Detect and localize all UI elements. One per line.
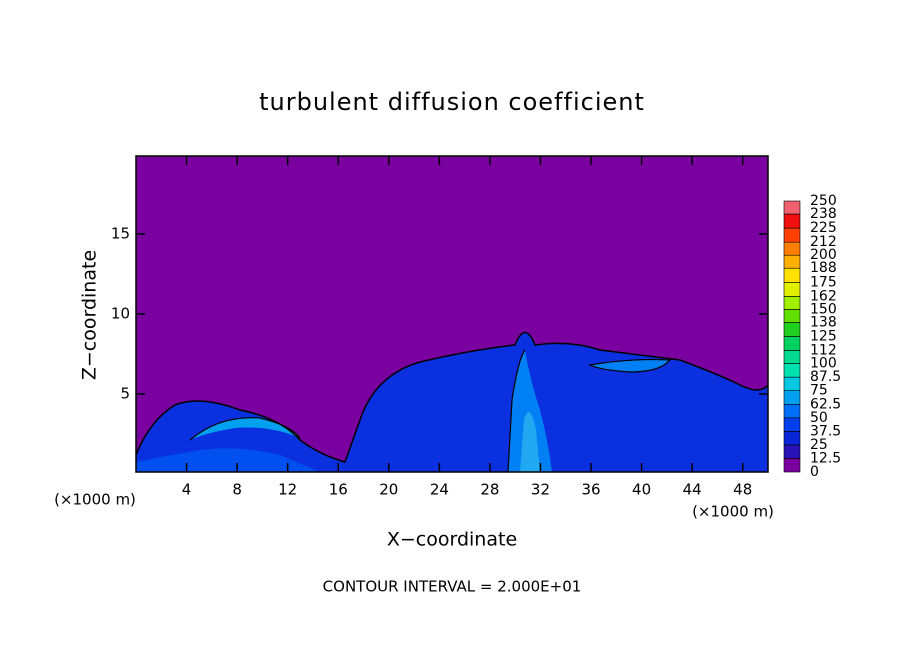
colorbar-band <box>783 403 801 419</box>
field-region <box>520 412 540 472</box>
colorbar-label: 100 <box>810 356 837 372</box>
colorbar-label: 212 <box>810 234 837 250</box>
colorbar-band <box>783 296 801 310</box>
colorbar-label: 50 <box>810 410 828 426</box>
x-tick-label: 20 <box>379 481 398 499</box>
colorbar-label: 175 <box>810 274 837 290</box>
colorbar-band <box>783 241 801 256</box>
colorbar-band <box>783 254 801 269</box>
contour-line <box>507 349 526 473</box>
colorbar-band <box>783 200 801 215</box>
x-tick-label: 36 <box>581 481 600 499</box>
colorbar-band <box>783 350 801 364</box>
colorbar-band <box>783 417 801 432</box>
x-tick-label: 8 <box>232 481 242 499</box>
y-unit-label: (×1000 m) <box>54 491 136 509</box>
x-axis-label: X−coordinate <box>387 529 517 551</box>
y-axis-label: Z−coordinate <box>79 250 101 380</box>
footer-note: CONTOUR INTERVAL = 2.000E+01 <box>323 578 582 596</box>
x-tick-label: 48 <box>733 481 752 499</box>
x-tick-label: 40 <box>632 481 651 499</box>
colorbar-band <box>783 336 801 351</box>
colorbar-band <box>783 431 801 446</box>
colorbar-band <box>783 267 801 283</box>
x-tick-label: 28 <box>480 481 499 499</box>
colorbar-label: 200 <box>810 247 837 263</box>
colorbar-label: 75 <box>810 383 828 399</box>
colorbar-label: 62.5 <box>810 396 841 412</box>
colorbar-label: 225 <box>810 220 837 236</box>
contour-line <box>135 400 361 463</box>
colorbar-label: 250 <box>810 193 837 209</box>
colorbar-label: 150 <box>810 301 837 317</box>
contour-line <box>189 417 301 441</box>
colorbar-band <box>783 444 801 459</box>
x-tick-label: 12 <box>278 481 297 499</box>
colorbar-band <box>783 376 801 391</box>
x-tick-label: 24 <box>430 481 449 499</box>
chart-title: turbulent diffusion coefficient <box>259 88 645 116</box>
colorbar-label: 12.5 <box>810 450 841 466</box>
colorbar-label: 238 <box>810 206 837 222</box>
colorbar-label: 125 <box>810 329 837 345</box>
colorbar-label: 37.5 <box>810 423 841 439</box>
contour-line <box>359 331 769 421</box>
colorbar-band <box>783 322 801 337</box>
colorbar-band <box>783 227 801 243</box>
y-tick-label: 5 <box>120 385 130 403</box>
colorbar-label: 0 <box>810 464 819 480</box>
colorbar-band <box>783 213 801 229</box>
x-tick-label: 44 <box>683 481 702 499</box>
colorbar-band <box>783 309 801 323</box>
field-region <box>190 417 300 440</box>
x-unit-label: (×1000 m) <box>692 503 774 521</box>
x-tick-label: 32 <box>531 481 550 499</box>
y-tick-label: 15 <box>111 225 130 243</box>
colorbar-band <box>783 363 801 378</box>
colorbar-label: 87.5 <box>810 369 841 385</box>
colorbar-label: 25 <box>810 437 828 453</box>
colorbar-band <box>783 390 801 405</box>
y-tick-label: 10 <box>111 305 130 323</box>
colorbar-label: 188 <box>810 260 837 276</box>
colorbar-band <box>783 281 801 297</box>
colorbar-band <box>783 458 801 473</box>
field <box>135 156 769 473</box>
colorbar-label: 162 <box>810 288 837 304</box>
colorbar-label: 138 <box>810 314 837 330</box>
contour-line <box>588 358 672 373</box>
x-tick-label: 4 <box>182 481 192 499</box>
x-tick-label: 16 <box>329 481 348 499</box>
field-region <box>136 448 320 472</box>
field-region <box>508 350 552 472</box>
colorbar-label: 112 <box>810 343 837 359</box>
